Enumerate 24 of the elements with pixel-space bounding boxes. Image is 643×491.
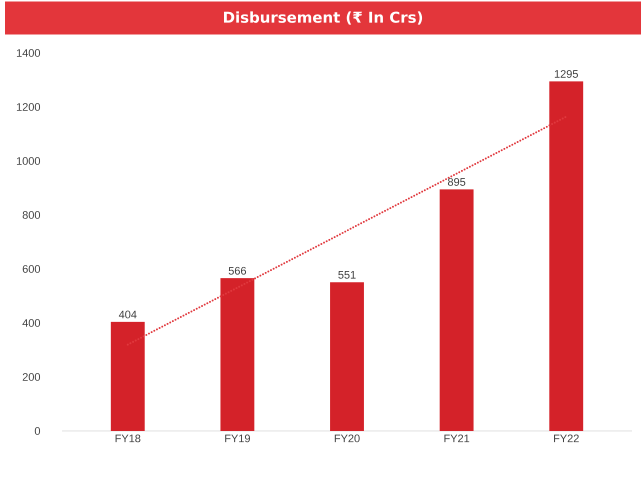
chart-title: Disbursement (₹ In Crs) xyxy=(224,11,422,25)
bar xyxy=(220,278,254,431)
data-label: 1295 xyxy=(554,70,578,78)
y-tick-label: 1000 xyxy=(16,157,40,165)
x-tick-label: FY21 xyxy=(444,434,470,442)
x-tick-label: FY20 xyxy=(334,434,360,442)
bar xyxy=(549,81,584,431)
y-tick-label: 800 xyxy=(22,211,40,219)
y-tick-label: 200 xyxy=(22,373,40,381)
bar xyxy=(440,189,474,431)
y-tick-label: 600 xyxy=(22,265,40,273)
data-label: 404 xyxy=(118,310,137,318)
y-tick-label: 400 xyxy=(22,319,40,327)
y-tick-label: 1200 xyxy=(16,103,40,111)
y-tick-label: 1400 xyxy=(16,49,40,57)
bar xyxy=(330,282,364,431)
data-label: 895 xyxy=(448,178,466,186)
data-label: 551 xyxy=(338,271,356,279)
bar xyxy=(110,322,145,431)
data-label: 566 xyxy=(228,266,246,275)
x-tick-label: FY19 xyxy=(225,434,250,442)
x-tick-label: FY22 xyxy=(554,434,579,442)
y-tick-label: 0 xyxy=(34,427,40,435)
x-tick-label: FY18 xyxy=(116,434,140,442)
